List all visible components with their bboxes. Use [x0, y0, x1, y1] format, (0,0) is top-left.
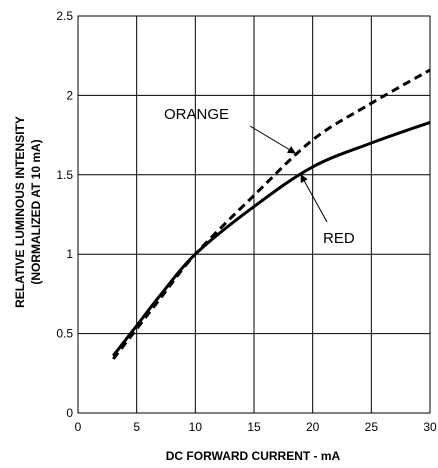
x-axis-label: DC FORWARD CURRENT - mA — [166, 449, 341, 463]
series-label-orange: ORANGE — [164, 106, 229, 123]
series-line-red — [112, 120, 431, 357]
y-axis-label-line1: RELATIVE LUMINOUS INTENSITY — [13, 116, 27, 308]
x-tick-label: 5 — [133, 420, 140, 434]
x-tick-label: 25 — [365, 420, 379, 434]
arrow-orange — [249, 125, 296, 154]
y-tick-label: 2 — [66, 88, 73, 102]
y-tick-label: 1 — [66, 247, 73, 261]
x-tick-label: 10 — [189, 420, 203, 434]
y-tick-label: 1.5 — [56, 168, 73, 182]
y-axis-label-line2: (NORMALIZED AT 10 mA) — [29, 139, 43, 284]
x-tick-label: 0 — [75, 420, 82, 434]
series-label-red: RED — [323, 230, 355, 247]
x-tick-label: 30 — [423, 420, 437, 434]
y-tick-label: 0 — [66, 406, 73, 420]
series-line-orange — [112, 68, 431, 360]
y-tick-label: 2.5 — [56, 9, 73, 23]
arrow-red — [300, 174, 328, 223]
grid — [77, 15, 431, 414]
x-tick-label: 15 — [247, 420, 261, 434]
series-lines — [112, 68, 431, 360]
x-tick-label: 20 — [306, 420, 320, 434]
y-tick-label: 0.5 — [56, 327, 73, 341]
plot-frame — [77, 15, 431, 414]
y-tick-labels: 0 0.5 1 1.5 2 2.5 — [56, 9, 73, 420]
x-tick-labels: 0 5 10 15 20 25 30 — [75, 420, 437, 434]
